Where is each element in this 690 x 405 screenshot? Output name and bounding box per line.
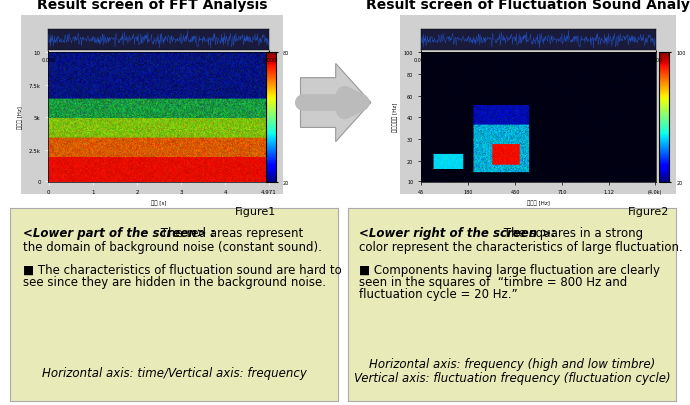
- Y-axis label: 周波数 [Hz]: 周波数 [Hz]: [17, 106, 23, 129]
- Text: Figure1: Figure1: [235, 207, 276, 217]
- Text: <Lower part of the screen> :: <Lower part of the screen> :: [23, 227, 215, 240]
- Text: Horizontal axis: frequency (high and low timbre): Horizontal axis: frequency (high and low…: [369, 358, 656, 371]
- Text: fluctuation cycle = 20 Hz.”: fluctuation cycle = 20 Hz.”: [359, 288, 518, 301]
- Text: color represent the characteristics of large fluctuation.: color represent the characteristics of l…: [359, 240, 682, 253]
- Text: the domain of background noise (constant sound).: the domain of background noise (constant…: [23, 240, 322, 253]
- Text: <Lower right of the screen >:: <Lower right of the screen >:: [359, 227, 555, 240]
- Text: seen in the squares of  “timbre = 800 Hz and: seen in the squares of “timbre = 800 Hz …: [359, 275, 627, 288]
- Y-axis label: 変動周波数 [Hz]: 変動周波数 [Hz]: [393, 103, 398, 132]
- Text: ■ The characteristics of fluctuation sound are hard to: ■ The characteristics of fluctuation sou…: [23, 263, 342, 276]
- Text: Vertical axis: fluctuation frequency (fluctuation cycle): Vertical axis: fluctuation frequency (fl…: [354, 371, 671, 384]
- Text: see since they are hidden in the background noise.: see since they are hidden in the backgro…: [23, 275, 326, 288]
- Text: ■ Components having large fluctuation are clearly: ■ Components having large fluctuation ar…: [359, 263, 660, 276]
- FancyArrow shape: [301, 64, 371, 142]
- Text: Horizontal axis: time/Vertical axis: frequency: Horizontal axis: time/Vertical axis: fre…: [42, 366, 306, 379]
- Text: The red areas represent: The red areas represent: [157, 227, 304, 240]
- Text: Result screen of FFT Analysis: Result screen of FFT Analysis: [37, 0, 267, 12]
- X-axis label: 周波数 [Hz]: 周波数 [Hz]: [526, 200, 550, 206]
- X-axis label: 時間 [s]: 時間 [s]: [151, 200, 166, 206]
- Text: Result screen of Fluctuation Sound Analysis: Result screen of Fluctuation Sound Analy…: [366, 0, 690, 12]
- Text: The squares in a strong: The squares in a strong: [500, 227, 643, 240]
- Text: Figure2: Figure2: [628, 207, 669, 217]
